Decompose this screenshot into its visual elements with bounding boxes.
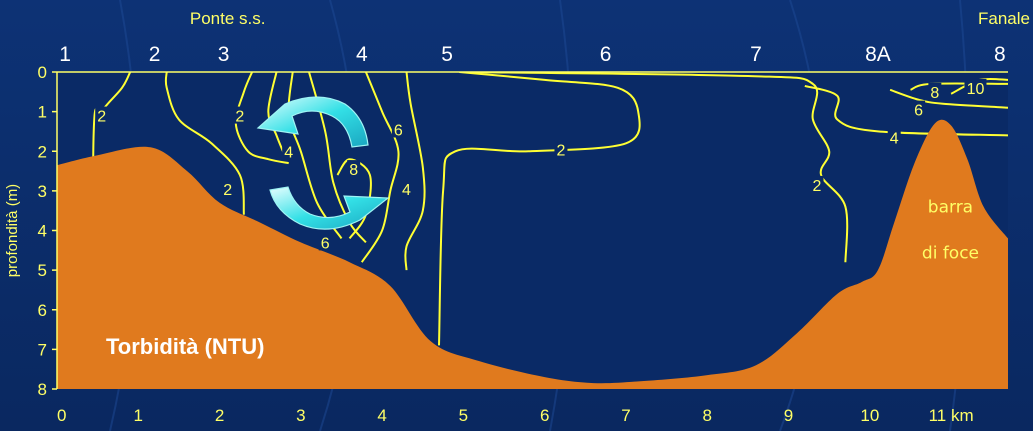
x-tick-label: 6 (540, 406, 549, 425)
chart-title: Torbidità (NTU) (106, 334, 264, 359)
isoline-6 (360, 72, 400, 263)
station-label: 8 (994, 43, 1006, 66)
station-label: 2 (149, 43, 161, 66)
isoline-6 (889, 88, 1008, 109)
annotation-label: di foce (922, 243, 979, 263)
y-axis-label: profondità (m) (4, 184, 21, 277)
station-label: 1 (59, 43, 71, 66)
x-tick-label: 8 (703, 406, 712, 425)
labels-layer: profondità (m) 1 2 3 4 5 6 7 8A 8 Ponte s.s. Fanale… (4, 9, 1030, 359)
isoline-label-bg (400, 179, 414, 197)
isoline-label-bg (391, 120, 405, 138)
station-label: 6 (600, 43, 612, 66)
seabed-ground (57, 119, 1008, 389)
y-tick-label: 3 (38, 182, 47, 201)
isoline-label-bg (810, 175, 824, 193)
isoline-label: 4 (284, 144, 293, 161)
isoline-label: 6 (914, 103, 923, 120)
isoline-label-bg (95, 106, 109, 124)
station-label: 5 (441, 43, 453, 66)
isoline-label: 4 (890, 130, 899, 147)
isoline-label-bg (928, 82, 942, 100)
station-label: 7 (750, 43, 762, 66)
x-tick-label: 9 (784, 406, 793, 425)
x-tick-label: 3 (296, 406, 305, 425)
isoline-2 (463, 72, 849, 263)
station-label: 4 (356, 43, 368, 66)
isoline-label: 2 (813, 178, 822, 195)
circulation-arrow-lower-icon (269, 186, 390, 230)
x-tick-label: 2 (215, 406, 224, 425)
x-tick-label: 1 (134, 406, 143, 425)
station-label: 8A (865, 43, 891, 66)
y-tick-label: 2 (38, 142, 47, 161)
isoline-label: 6 (394, 122, 403, 139)
isoline-label-bg (912, 100, 926, 118)
location-label: Fanale (978, 9, 1030, 28)
y-tick-label: 7 (38, 340, 47, 359)
annotation-label: barra (928, 198, 973, 218)
isoline-label-bg (964, 78, 987, 96)
isoline-label-bg (318, 233, 332, 251)
isoline-4 (404, 72, 426, 271)
isoline-6 (308, 72, 367, 244)
isoline-label-bg (282, 142, 296, 160)
y-tick-label: 8 (38, 380, 47, 399)
x-tick-label: 5 (459, 406, 468, 425)
isoline-label: 8 (349, 162, 358, 179)
isoline-label-bg (233, 106, 247, 124)
location-label: Ponte s.s. (190, 9, 266, 28)
circulation-arrow-upper-icon (256, 96, 369, 148)
x-tick-label: 10 (860, 406, 879, 425)
isoline-2 (164, 72, 245, 215)
isoline-2 (234, 72, 289, 165)
x-tick-label: 0 (57, 406, 66, 425)
isoline-label-bg (347, 160, 361, 178)
isoline-label: 8 (930, 85, 939, 102)
isoline-label: 4 (402, 182, 411, 199)
isoline-2 (438, 72, 641, 346)
isoline-label-bg (221, 179, 235, 197)
isoline-label: 2 (235, 109, 244, 126)
isoline-label-bg (554, 140, 568, 158)
isoline-8 (336, 158, 372, 240)
y-tick-label: 4 (38, 222, 47, 241)
y-tick-label: 1 (38, 103, 47, 122)
x-tick-label: 4 (377, 406, 386, 425)
isoline-label-bg (887, 128, 901, 146)
isoline-label: 10 (967, 81, 985, 98)
isoline-label: 6 (321, 235, 330, 252)
y-tick-label: 5 (38, 261, 47, 280)
x-tick-label: 7 (621, 406, 630, 425)
station-label: 3 (218, 43, 230, 66)
isoline-label: 2 (556, 142, 565, 159)
y-tick-label: 6 (38, 301, 47, 320)
x-tick-label: 11 km (929, 406, 974, 425)
y-tick-label: 0 (38, 63, 47, 82)
bathymetry-layer (57, 119, 1008, 389)
isoline-label: 2 (97, 109, 106, 126)
isoline-label: 2 (223, 182, 232, 199)
circulation-arrows (256, 96, 390, 230)
